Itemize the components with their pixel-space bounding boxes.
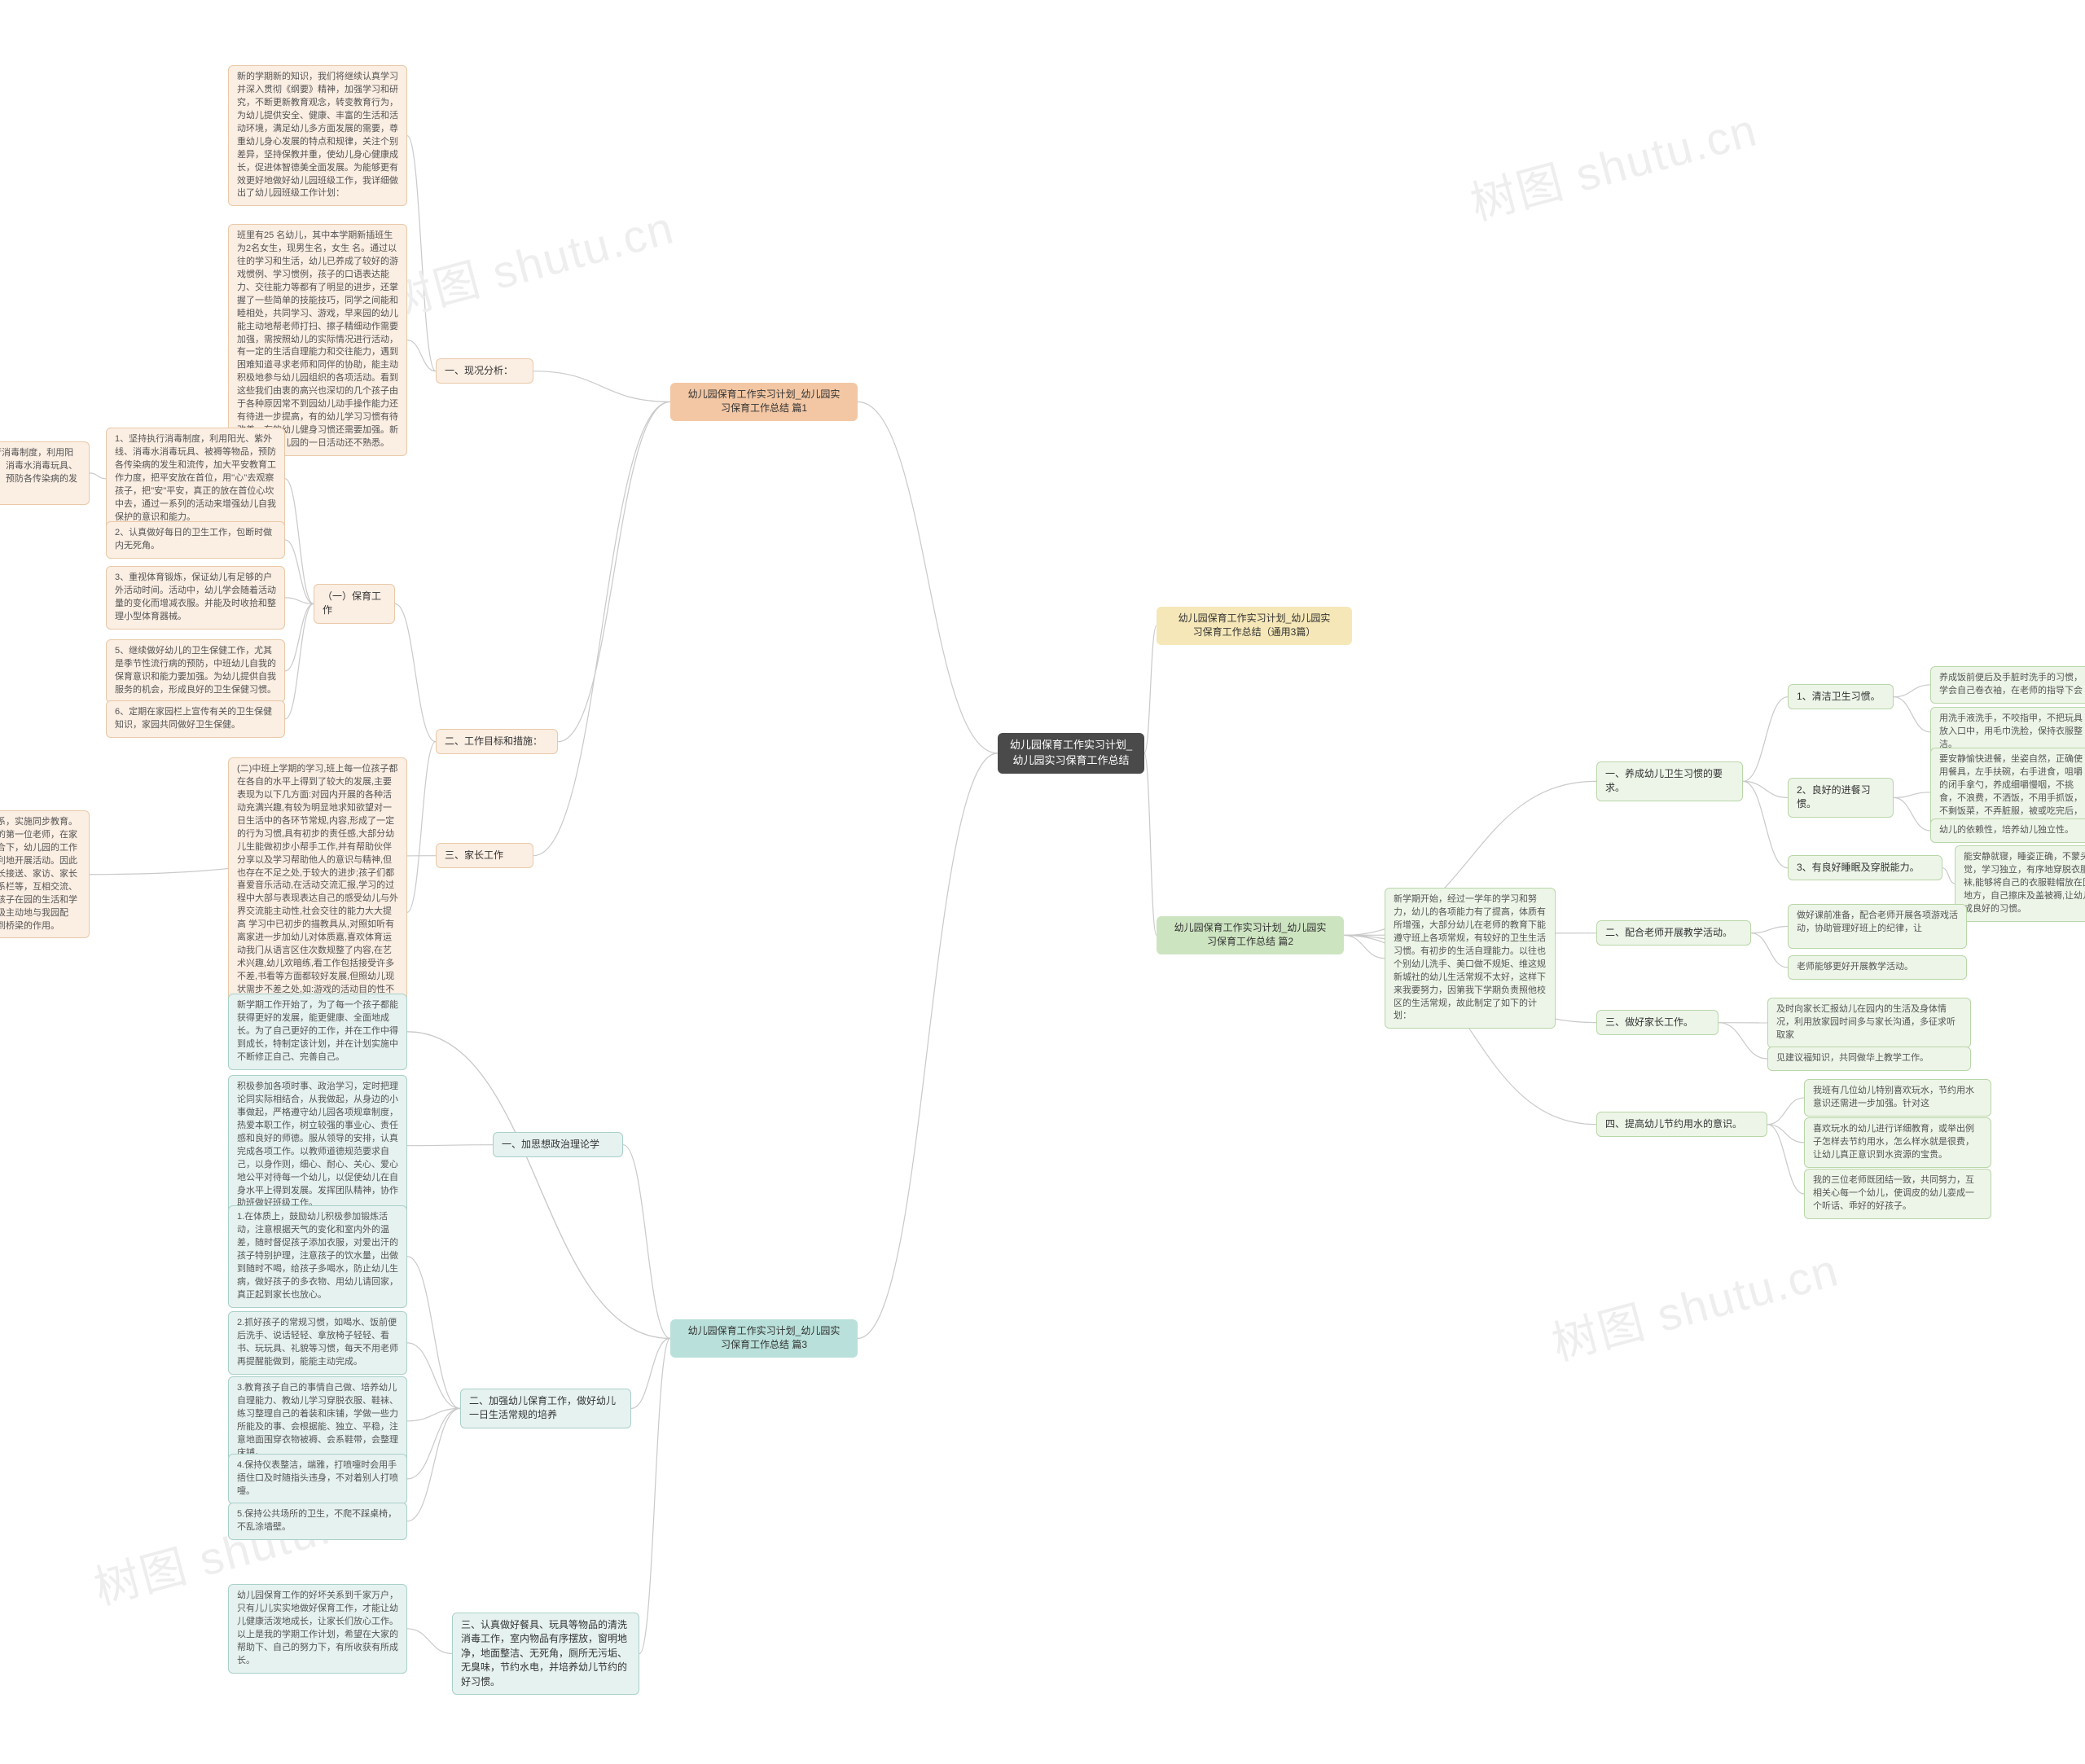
content-node: 3、重视体育锻炼，保证幼儿有足够的户外活动时间。活动中，幼儿学会随着活动量的变化…	[106, 566, 285, 630]
branch-label: 二、加强幼儿保育工作，做好幼儿一日生活常规的培养	[460, 1389, 631, 1428]
content-node: 养成饭前便后及手脏时洗手的习惯，学会自己卷衣袖，在老师的指导下会	[1930, 666, 2085, 704]
watermark: 树图 shutu.cn	[1463, 94, 1764, 234]
content-node: 6、定期在家园栏上宣传有关的卫生保健知识，家园共同做好卫生保健。	[106, 700, 285, 738]
content-node: 开展家园联系，实施同步教育。家长是孩子的第一位老师，在家长的密切配合下，幼儿园的…	[0, 810, 90, 938]
branch-label: 三、做好家长工作。	[1596, 1010, 1718, 1035]
section-title: 幼儿园保育工作实习计划_幼儿园实习保育工作总结 篇3	[670, 1319, 858, 1358]
content-node: 3.教育孩子自己的事情自己做、培养幼儿自理能力、教幼儿学习穿脱衣服、鞋袜、练习整…	[228, 1376, 407, 1466]
branch-label: 一、现况分析：	[436, 358, 533, 384]
root-node: 幼儿园保育工作实习计划_幼儿园实习保育工作总结	[998, 733, 1144, 774]
content-node: 5、继续做好幼儿的卫生保健工作，尤其是季节性流行病的预防，中班幼儿自我的保育意识…	[106, 639, 285, 703]
content-node: 喜欢玩水的幼儿进行详细教育，或举出例子怎样去节约用水，怎么样水就是很费，让幼儿真…	[1804, 1117, 1991, 1168]
content-node: 2.抓好孩子的常规习惯，如喝水、饭前便后洗手、说话轻轻、拿放椅子轻轻、看书、玩玩…	[228, 1311, 407, 1375]
section-title: 幼儿园保育工作实习计划_幼儿园实习保育工作总结 篇2	[1157, 916, 1344, 954]
content-node: 幼儿园保育工作的好坏关系到千家万户，只有儿儿实实地做好保育工作，才能让幼儿健康活…	[228, 1584, 407, 1674]
section-title: 幼儿园保育工作实习计划_幼儿园实习保育工作总结（通用3篇）	[1157, 607, 1352, 645]
branch-label: 四、提高幼儿节约用水的意识。	[1596, 1112, 1767, 1137]
content-node: 班里有25 名幼儿，其中本学期新插班生为2名女生，现男生名，女生 名。通过以往的…	[228, 224, 407, 456]
branch-label: 3、有良好睡眠及穿脱能力。	[1788, 855, 1942, 880]
content-node: 1、坚持执行消毒制度，利用阳光、紫外线、消毒水消毒玩具、被褥等物品，预防各传染病…	[106, 428, 285, 530]
content-node: 我班有几位幼儿特别喜欢玩水，节约用水意识还需进一步加强。针对这	[1804, 1079, 1991, 1117]
branch-label: 一、加思想政治理论学	[493, 1132, 623, 1157]
branch-label: 三、认真做好餐具、玩具等物品的清洗消毒工作，室内物品有序摆放，窗明地净，地面整洁…	[452, 1613, 639, 1695]
content-node: 1.在体质上，鼓励幼儿积极参加锻炼活动，注意根据天气的变化和室内外的温差，随时督…	[228, 1205, 407, 1308]
branch-label: （一）保育工作	[314, 584, 395, 624]
section-title: 幼儿园保育工作实习计划_幼儿园实习保育工作总结 篇1	[670, 383, 858, 421]
branch-label: 2、良好的进餐习惯。	[1788, 778, 1894, 818]
content-node: 新学期开始，经过一学年的学习和努力，幼儿的各项能力有了提高，体质有所增强，大部分…	[1385, 888, 1556, 1029]
content-node: 我的三位老师既团结一致，共同努力，互相关心每一个幼儿，使调皮的幼儿娈成一个听话、…	[1804, 1169, 1991, 1219]
watermark: 树图 shutu.cn	[380, 191, 681, 331]
content-node: 积极参加各项时事、政治学习，定时把理论同实际相结合，从我做起，从身边的小事做起，…	[228, 1075, 407, 1216]
content-node: 做好课前准备，配合老师开展各项游戏活动，协助管理好班上的纪律，让	[1788, 904, 1967, 949]
content-node: 5.保持公共场所的卫生，不爬不踩桌椅，不乱涂墙壁。	[228, 1503, 407, 1540]
branch-label: 二、工作目标和措施：	[436, 729, 558, 754]
content-node: 幼儿的依赖性，培养幼儿独立性。	[1930, 818, 2085, 843]
content-node: 能安静就寝，睡姿正确，不蒙头睡觉，学习独立，有序地穿脱衣服，鞋袜,能够将自己的衣…	[1955, 845, 2085, 922]
content-node: 4.保持仪表整洁，端雅，打喷嚏时会用手捂住口及时随指头违身，不对着别人打喷嚏。	[228, 1454, 407, 1504]
content-node: 新学期工作开始了，为了每一个孩子都能获得更好的发展，能更健康、全面地成长。为了自…	[228, 994, 407, 1070]
watermark: 树图 shutu.cn	[1544, 1234, 1846, 1374]
branch-label: 一、养成幼儿卫生习惯的要求。	[1596, 761, 1743, 801]
branch-label: 二、配合老师开展教学活动。	[1596, 920, 1751, 946]
content-node: 新的学期新的知识，我们将继续认真学习并深入贯彻《纲要》精神，加强学习和研究，不断…	[228, 65, 407, 206]
branch-label: 三、家长工作	[436, 843, 533, 868]
content-node: 老师能够更好开展教学活动。	[1788, 955, 1967, 980]
content-node: 2、认真做好每日的卫生工作，包断时做内无死角。	[106, 521, 285, 559]
content-node: 见建议福知识，共同做华上教学工作。	[1767, 1047, 1971, 1071]
content-node: 4、坚持执行消毒制度，利用阳光、紫外线、消毒水消毒玩具、被褥等物品，预防各传染病…	[0, 441, 90, 505]
branch-label: 1、清洁卫生习惯。	[1788, 684, 1894, 709]
content-node: 及时向家长汇报幼儿在园内的生活及身体情况，利用放家园时间多与家长沟通，多征求听取…	[1767, 998, 1971, 1048]
